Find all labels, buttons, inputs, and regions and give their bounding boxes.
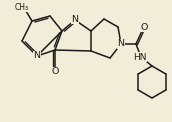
Text: N: N (34, 51, 40, 61)
Text: O: O (140, 22, 148, 31)
Text: O: O (51, 67, 59, 76)
Text: N: N (117, 40, 125, 49)
Text: CH₃: CH₃ (15, 2, 29, 11)
Text: N: N (72, 15, 78, 24)
Text: HN: HN (133, 52, 147, 61)
